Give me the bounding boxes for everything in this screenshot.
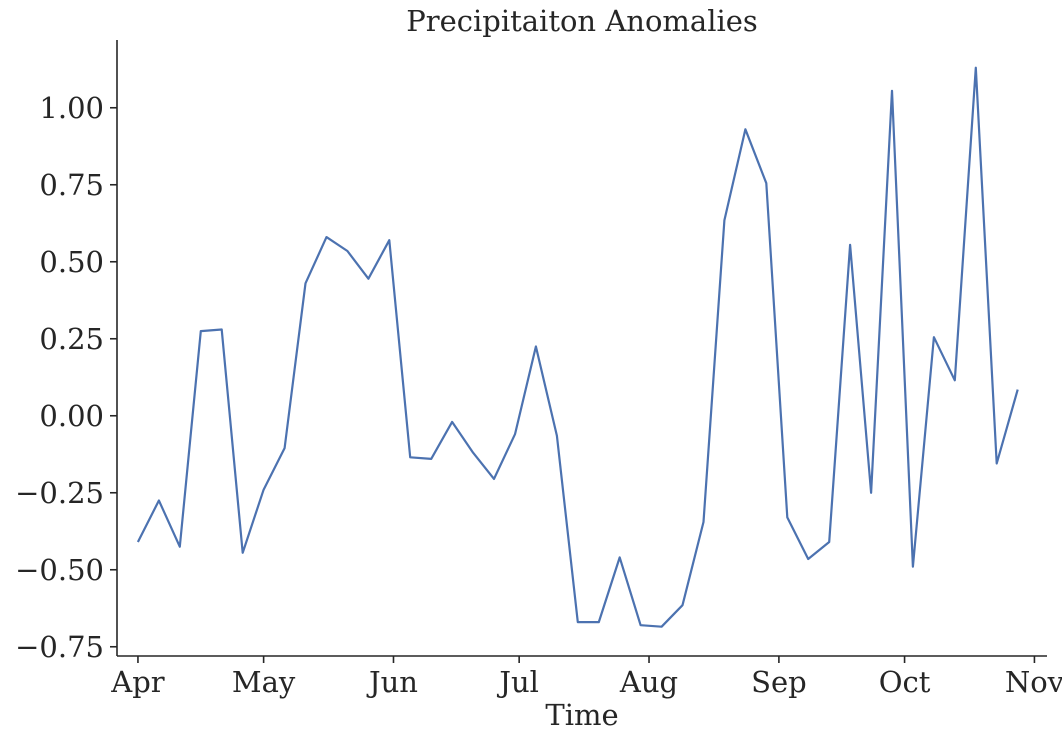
y-tick-label: 0.50	[39, 245, 104, 279]
data-point	[345, 248, 350, 253]
data-point	[533, 344, 538, 349]
data-point	[282, 446, 287, 451]
data-point	[994, 461, 999, 466]
x-tick-label: Jul	[496, 665, 539, 699]
data-point	[680, 603, 685, 608]
data-point	[492, 476, 497, 481]
x-tick-label: May	[232, 665, 296, 699]
data-point	[303, 281, 308, 286]
data-point	[1015, 387, 1020, 392]
data-point	[785, 515, 790, 520]
data-point	[366, 276, 371, 281]
data-point	[554, 433, 559, 438]
data-point	[471, 450, 476, 455]
data-point	[617, 555, 622, 560]
data-point	[240, 550, 245, 555]
y-axis: −0.75 −0.50 −0.25 0.00 0.25 0.50 0.75 1.00	[15, 40, 118, 664]
data-point	[659, 624, 664, 629]
data-point	[177, 544, 182, 549]
data-point	[638, 623, 643, 628]
x-axis: Apr May Jun Jul Aug Sep Oct Nov	[110, 655, 1062, 699]
data-point	[910, 564, 915, 569]
y-tick-label: 0.25	[39, 322, 104, 356]
data-point	[931, 335, 936, 340]
y-tick-label: −0.50	[15, 553, 104, 587]
data-point	[387, 238, 392, 243]
data-point	[743, 127, 748, 132]
data-point	[952, 378, 957, 383]
data-point	[408, 455, 413, 460]
data-point	[890, 88, 895, 93]
data-point	[722, 218, 727, 223]
x-tick-label: Aug	[619, 665, 678, 699]
data-point	[261, 487, 266, 492]
data-point	[764, 181, 769, 186]
data-point	[156, 498, 161, 503]
data-point	[701, 520, 706, 525]
y-tick-label: 0.75	[39, 168, 104, 202]
data-point	[135, 540, 140, 545]
data-point	[450, 419, 455, 424]
data-point	[869, 490, 874, 495]
plot-area	[135, 65, 1020, 629]
data-point	[198, 329, 203, 334]
y-tick-label: −0.75	[15, 630, 104, 664]
data-point	[973, 65, 978, 70]
series-line	[136, 66, 1019, 628]
y-tick-label: 1.00	[39, 91, 104, 125]
data-point	[806, 556, 811, 561]
data-point	[219, 327, 224, 332]
chart-title: Precipitaiton Anomalies	[406, 4, 758, 38]
data-point	[575, 620, 580, 625]
data-point	[429, 456, 434, 461]
x-tick-label: Sep	[751, 665, 807, 699]
data-point	[324, 235, 329, 240]
x-axis-label: Time	[545, 698, 618, 732]
x-tick-label: Apr	[110, 665, 165, 699]
x-tick-label: Jun	[366, 665, 418, 699]
y-tick-label: 0.00	[39, 399, 104, 433]
x-tick-label: Nov	[1005, 665, 1062, 699]
x-tick-label: Oct	[879, 665, 931, 699]
data-point	[848, 242, 853, 247]
y-tick-label: −0.25	[15, 476, 104, 510]
data-point	[827, 540, 832, 545]
data-point	[512, 432, 517, 437]
data-point	[596, 620, 601, 625]
